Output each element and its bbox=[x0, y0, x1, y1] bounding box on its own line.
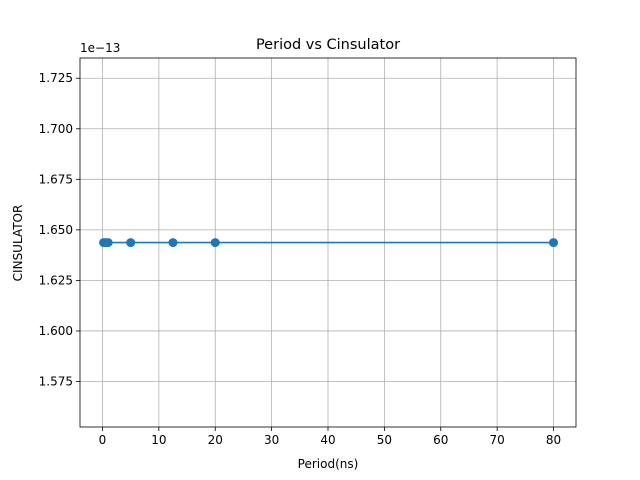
data-point bbox=[126, 238, 136, 248]
plot-series bbox=[99, 238, 559, 248]
x-tick-label: 70 bbox=[489, 433, 504, 447]
data-point bbox=[103, 238, 113, 248]
y-tick-label: 1.700 bbox=[39, 122, 73, 136]
x-tick-label: 40 bbox=[320, 433, 335, 447]
y-tick-label: 1.675 bbox=[39, 172, 73, 186]
x-axis: 0 10 20 30 40 50 60 70 80 bbox=[99, 427, 561, 447]
x-tick-label: 60 bbox=[433, 433, 448, 447]
data-point bbox=[549, 238, 559, 248]
y-tick-label: 1.625 bbox=[39, 273, 73, 287]
x-axis-label: Period(ns) bbox=[298, 457, 359, 471]
x-tick-label: 50 bbox=[377, 433, 392, 447]
y-tick-label: 1.650 bbox=[39, 223, 73, 237]
data-point bbox=[168, 238, 178, 248]
y-tick-label: 1.725 bbox=[39, 71, 73, 85]
chart-title: Period vs Cinsulator bbox=[256, 37, 400, 53]
y-tick-label: 1.600 bbox=[39, 324, 73, 338]
y-axis: 1.575 1.600 1.625 1.650 1.675 1.700 1.725 bbox=[39, 71, 80, 389]
y-tick-label: 1.575 bbox=[39, 375, 73, 389]
x-tick-label: 10 bbox=[151, 433, 166, 447]
y-axis-label: CINSULATOR bbox=[11, 205, 25, 282]
y-offset-label: 1e−13 bbox=[80, 41, 120, 55]
x-tick-label: 80 bbox=[546, 433, 561, 447]
x-tick-label: 20 bbox=[208, 433, 223, 447]
data-point bbox=[210, 238, 220, 248]
x-tick-label: 0 bbox=[99, 433, 107, 447]
x-tick-label: 30 bbox=[264, 433, 279, 447]
